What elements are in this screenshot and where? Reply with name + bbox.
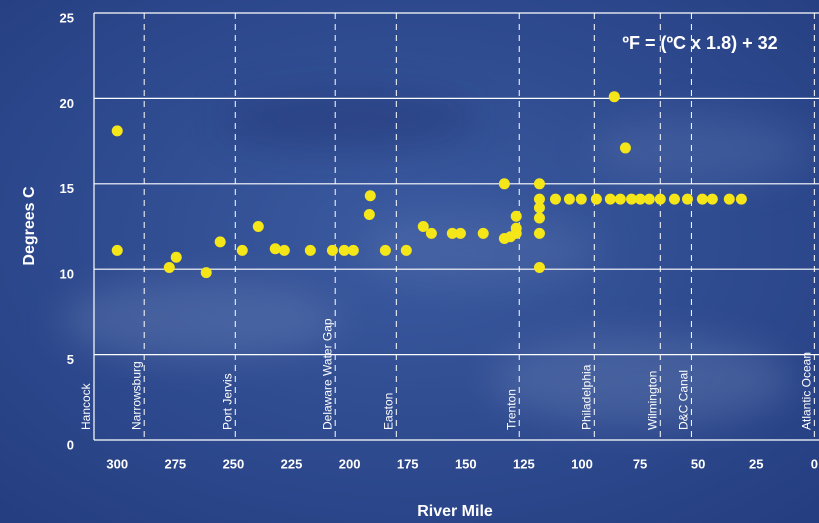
data-point xyxy=(363,209,375,221)
y-tick-label: 25 xyxy=(60,10,74,25)
y-axis-label: Degrees C xyxy=(21,186,38,266)
data-point xyxy=(269,243,281,255)
data-point xyxy=(604,193,616,205)
data-point xyxy=(563,193,575,205)
data-point xyxy=(278,244,290,256)
x-tick-label: 0 xyxy=(811,456,818,471)
x-tick-label: 250 xyxy=(223,456,245,471)
data-point xyxy=(379,244,391,256)
y-tick-label: 10 xyxy=(60,267,74,282)
data-point xyxy=(533,193,545,205)
data-point xyxy=(326,244,338,256)
data-point xyxy=(338,244,350,256)
x-tick-label: 75 xyxy=(633,456,647,471)
data-point xyxy=(654,193,666,205)
data-point xyxy=(446,227,458,239)
x-axis-label: River Mile xyxy=(417,503,493,520)
y-tick-label: 20 xyxy=(60,96,74,111)
data-point xyxy=(364,190,376,202)
x-tick-label: 25 xyxy=(749,456,763,471)
data-point xyxy=(400,244,412,256)
data-point xyxy=(533,178,545,190)
data-point xyxy=(608,91,620,103)
x-tick-label: 125 xyxy=(513,456,535,471)
landmark-label: Philadelphia xyxy=(579,364,593,430)
landmark-label: Narrowsburg xyxy=(129,361,143,430)
data-point xyxy=(111,244,123,256)
data-point xyxy=(236,244,248,256)
data-point xyxy=(510,210,522,222)
data-point xyxy=(304,244,316,256)
data-point xyxy=(735,193,747,205)
formula: ºF = (ºC x 1.8) + 32 xyxy=(622,33,777,53)
data-point xyxy=(625,193,637,205)
data-point xyxy=(252,221,264,232)
data-point xyxy=(619,142,631,154)
data-point xyxy=(533,202,545,214)
data-point xyxy=(696,193,708,205)
landmark-label: Delaware Water Gap xyxy=(320,318,334,430)
x-tick-label: 275 xyxy=(164,456,186,471)
x-tick-label: 225 xyxy=(281,456,303,471)
x-tick-label: 150 xyxy=(455,456,477,471)
landmark-label: Port Jervis xyxy=(220,373,234,430)
data-point xyxy=(575,193,587,205)
data-point xyxy=(170,251,182,263)
landmark-label: D&C Canal xyxy=(677,370,691,430)
data-point xyxy=(111,125,123,137)
x-tick-label: 50 xyxy=(691,456,705,471)
landmark-label: Hancock xyxy=(79,382,93,430)
data-point xyxy=(668,193,680,205)
x-tick-label: 200 xyxy=(339,456,361,471)
data-point xyxy=(477,227,489,239)
data-point xyxy=(214,236,226,248)
data-point xyxy=(347,244,359,256)
data-point xyxy=(681,193,693,205)
data-point xyxy=(417,221,429,232)
data-point xyxy=(549,193,561,205)
landmark-label: Easton xyxy=(381,393,395,430)
data-point xyxy=(498,178,510,190)
landmark-label: Atlantic Ocean xyxy=(800,352,814,430)
x-tick-label: 300 xyxy=(106,456,128,471)
y-tick-label: 15 xyxy=(60,181,74,196)
data-point xyxy=(533,261,545,273)
y-tick-label: 5 xyxy=(67,352,74,367)
data-point xyxy=(614,193,626,205)
data-point xyxy=(634,193,646,205)
landmark-label: Trenton xyxy=(504,389,518,430)
data-point xyxy=(425,227,437,239)
data-point xyxy=(200,267,212,279)
data-point xyxy=(454,227,466,239)
landmark-label: Wilmington xyxy=(645,371,659,430)
data-point xyxy=(163,261,175,273)
x-tick-label: 100 xyxy=(571,456,593,471)
data-point xyxy=(533,212,545,224)
data-point xyxy=(706,193,718,205)
x-tick-label: 175 xyxy=(397,456,419,471)
data-point xyxy=(590,193,602,205)
data-point xyxy=(723,193,735,205)
y-tick-label: 0 xyxy=(67,437,74,452)
data-point xyxy=(510,227,522,239)
data-point xyxy=(533,227,545,239)
data-point xyxy=(643,193,655,205)
